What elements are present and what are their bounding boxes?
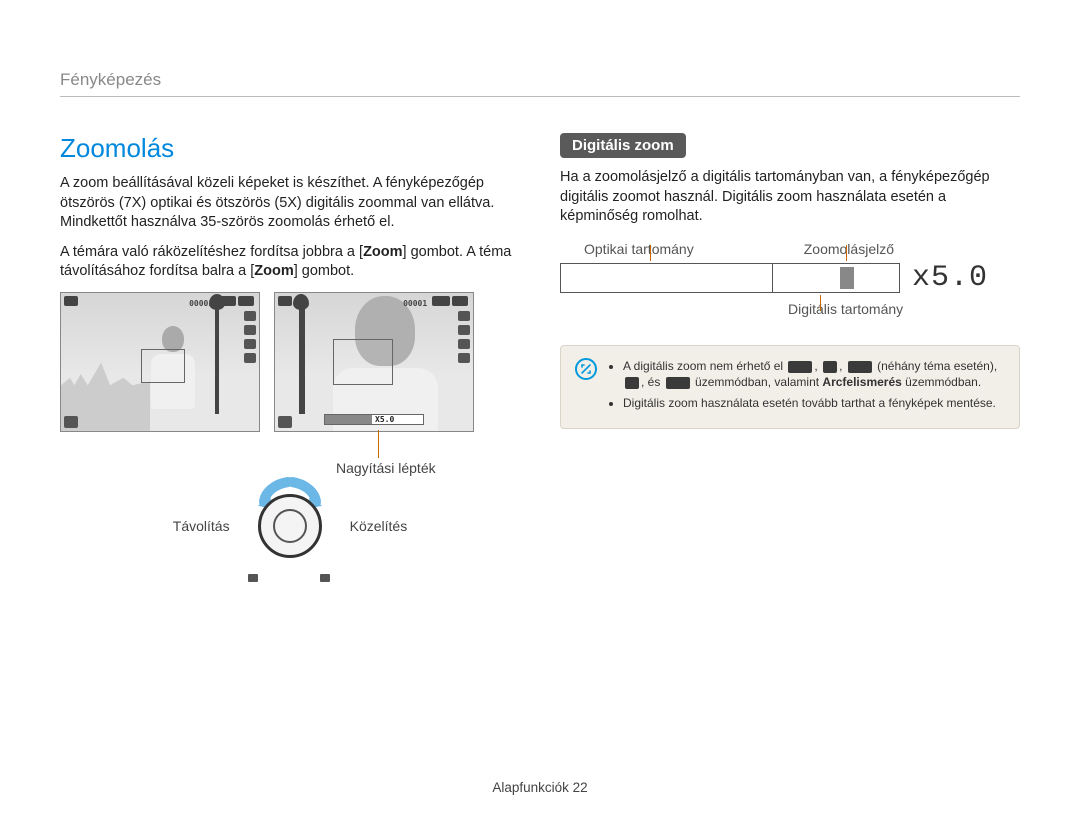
footer-page-number: 22 bbox=[573, 780, 588, 795]
zoom-value-text: x5.0 bbox=[912, 261, 988, 295]
zoom-range-bar bbox=[560, 263, 900, 293]
zoom-bar-top-labels: Optikai tartomány Zoomolásjelző bbox=[584, 241, 894, 257]
osd-hand-icon bbox=[278, 416, 292, 428]
intro-paragraph: A zoom beállításával közeli képeket is k… bbox=[60, 174, 520, 233]
mode-icon bbox=[848, 361, 872, 373]
osd-hand-icon bbox=[64, 416, 78, 428]
subsection-pill: Digitális zoom bbox=[560, 133, 686, 158]
camera-mode-icon bbox=[64, 296, 78, 306]
camera-mode-icon bbox=[278, 296, 292, 306]
zoom-dial-icon bbox=[258, 494, 322, 558]
osd-topbar: 00001 bbox=[278, 296, 470, 308]
battery-icon bbox=[238, 296, 254, 306]
text: üzemmódban, valamint bbox=[692, 375, 823, 389]
note-box: A digitális zoom nem érhető el , , (néhá… bbox=[560, 345, 1020, 429]
osd-right-icons bbox=[244, 311, 256, 363]
caption-zoom-out: Távolítás bbox=[173, 518, 230, 534]
mode-icon bbox=[823, 361, 837, 373]
shot-counter: 00001 bbox=[189, 299, 213, 308]
footer-section: Alapfunkciók bbox=[492, 780, 572, 795]
mode-icon bbox=[788, 361, 812, 373]
dial-side-icons bbox=[248, 573, 332, 584]
mode-icon bbox=[666, 377, 690, 389]
battery-icon bbox=[452, 296, 468, 306]
caption-zoom-in: Közelítés bbox=[350, 518, 408, 534]
focus-frame bbox=[333, 339, 393, 385]
zoom-keyword: Zoom bbox=[363, 244, 402, 260]
note-item: Digitális zoom használata esetén tovább … bbox=[623, 395, 1005, 412]
osd-topbar: 00001 bbox=[64, 296, 256, 308]
mode-icon bbox=[625, 377, 639, 389]
breadcrumb: Fényképezés bbox=[60, 70, 1020, 90]
zoom-keyword: Zoom bbox=[254, 263, 293, 279]
zoom-bar-indicator bbox=[840, 267, 854, 289]
size-icon bbox=[432, 296, 450, 306]
text: , bbox=[814, 359, 821, 373]
text: (néhány téma esetén), bbox=[874, 359, 997, 373]
text: A digitális zoom nem érhető el bbox=[623, 359, 786, 373]
right-column: Digitális zoom Ha a zoomolásjelző a digi… bbox=[560, 133, 1020, 568]
zoom-instruction-paragraph: A témára való ráközelítéshez fordítsa jo… bbox=[60, 243, 520, 282]
info-icon bbox=[575, 358, 597, 380]
shot-counter: 00001 bbox=[403, 299, 427, 308]
size-icon bbox=[218, 296, 236, 306]
text: , és bbox=[641, 375, 664, 389]
text: , bbox=[839, 359, 846, 373]
osd-right-icons bbox=[458, 311, 470, 363]
leader-line bbox=[846, 245, 847, 261]
leader-line bbox=[378, 430, 379, 458]
screenshot-pair: 00001 00001 bbox=[60, 292, 520, 432]
zoom-dial-illustration: Távolítás Közelítés bbox=[60, 484, 520, 568]
text: ] gombot. bbox=[294, 263, 354, 279]
label-digital-range: Digitális tartomány bbox=[788, 301, 1020, 317]
note-item: A digitális zoom nem érhető el , , (néhá… bbox=[623, 358, 1005, 392]
zoom-scale-bar: X5.0 bbox=[324, 414, 424, 425]
leader-line bbox=[820, 295, 821, 311]
label-optical-range: Optikai tartomány bbox=[584, 241, 694, 257]
section-title: Zoomolás bbox=[60, 133, 520, 164]
text-bold: Arcfelismerés bbox=[822, 375, 901, 389]
text: üzemmódban. bbox=[902, 375, 981, 389]
focus-frame bbox=[141, 349, 185, 383]
leader-line bbox=[650, 245, 651, 261]
text: A témára való ráközelítéshez fordítsa jo… bbox=[60, 244, 363, 260]
caption-zoom-scale: Nagyítási lépték bbox=[336, 460, 436, 476]
label-zoom-indicator: Zoomolásjelző bbox=[804, 241, 894, 257]
screenshot-zoomed: 00001 X5.0 bbox=[274, 292, 474, 432]
page-footer: Alapfunkciók 22 bbox=[0, 780, 1080, 795]
screenshot-wide: 00001 bbox=[60, 292, 260, 432]
zoom-bar-separator bbox=[772, 263, 774, 293]
divider bbox=[60, 96, 1020, 97]
digital-zoom-paragraph: Ha a zoomolásjelző a digitális tartomány… bbox=[560, 168, 1020, 227]
zoom-scale-label: X5.0 bbox=[372, 415, 394, 424]
left-column: Zoomolás A zoom beállításával közeli kép… bbox=[60, 133, 520, 568]
